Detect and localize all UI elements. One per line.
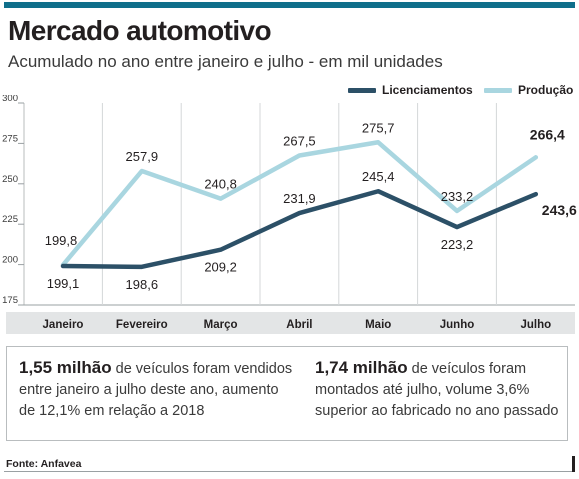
data-label-producao: 233,2 xyxy=(441,189,474,204)
data-label-licenciamentos: 223,2 xyxy=(441,237,474,252)
source-note: Fonte: Anfavea xyxy=(6,458,82,470)
top-accent-bar xyxy=(4,2,575,8)
chart-subtitle: Acumulado no ano entre janeiro e julho -… xyxy=(8,52,443,71)
bottom-divider xyxy=(4,471,575,472)
legend-item-producao: Produção xyxy=(484,82,573,98)
legend-swatch-licenciamentos xyxy=(348,87,376,93)
data-label-licenciamentos: 209,2 xyxy=(204,260,237,275)
data-label-licenciamentos: 231,9 xyxy=(283,191,316,206)
x-tick-label: Julho xyxy=(520,319,551,331)
info-box: 1,55 milhão de veículos foram vendidos e… xyxy=(6,346,568,441)
y-tick-label: 225 xyxy=(2,214,18,225)
data-label-producao: 266,4 xyxy=(530,126,565,142)
series-line-licenciamentos xyxy=(60,188,539,270)
x-tick-label: Maio xyxy=(365,319,391,331)
data-label-producao: 275,7 xyxy=(362,120,395,135)
x-tick-label: Fevereiro xyxy=(116,319,168,331)
info-text-vendidos: de veículos foram vendidos entre janeiro… xyxy=(19,361,293,419)
y-tick-label: 275 xyxy=(2,133,18,144)
x-tick-label: Junho xyxy=(440,319,475,331)
data-label-producao: 267,5 xyxy=(283,134,316,149)
data-label-producao: 240,8 xyxy=(204,177,237,192)
x-tick-label: Março xyxy=(204,319,238,331)
info-text-montados: de veículos foram montados até julho, vo… xyxy=(315,361,559,419)
info-producao: 1,74 milhão de veículos foram montados a… xyxy=(315,357,565,422)
bottom-corner-mark xyxy=(572,456,575,472)
legend-label-producao: Produção xyxy=(518,83,574,97)
info-highlight-vendidos: 1,55 milhão xyxy=(19,358,112,377)
data-label-licenciamentos: 199,1 xyxy=(47,276,80,291)
data-label-licenciamentos: 198,6 xyxy=(126,277,159,292)
legend-item-licenciamentos: Licenciamentos xyxy=(348,82,473,98)
info-highlight-montados: 1,74 milhão xyxy=(315,358,408,377)
info-licenciamentos: 1,55 milhão de veículos foram vendidos e… xyxy=(19,357,294,422)
y-tick-label: 250 xyxy=(2,174,18,185)
data-label-licenciamentos: 243,6 xyxy=(542,202,577,218)
data-label-producao: 257,9 xyxy=(126,149,159,164)
x-tick-label: Abril xyxy=(286,319,312,331)
y-tick-label: 200 xyxy=(2,255,18,266)
legend-label-licenciamentos: Licenciamentos xyxy=(382,83,473,97)
data-label-licenciamentos: 245,4 xyxy=(362,169,395,184)
line-chart: 175 200 225 250 275 300 Janeiro Fevereiro Março A… xyxy=(2,95,577,334)
y-tick-label: 175 xyxy=(2,295,18,306)
legend-swatch-producao xyxy=(484,87,512,93)
x-tick-label: Janeiro xyxy=(43,319,84,331)
series-line-producao xyxy=(60,140,539,268)
chart-title: Mercado automotivo xyxy=(8,15,272,46)
x-axis-band xyxy=(6,312,575,334)
y-tick-label: 300 xyxy=(2,95,18,104)
data-label-producao: 199,8 xyxy=(45,233,78,248)
